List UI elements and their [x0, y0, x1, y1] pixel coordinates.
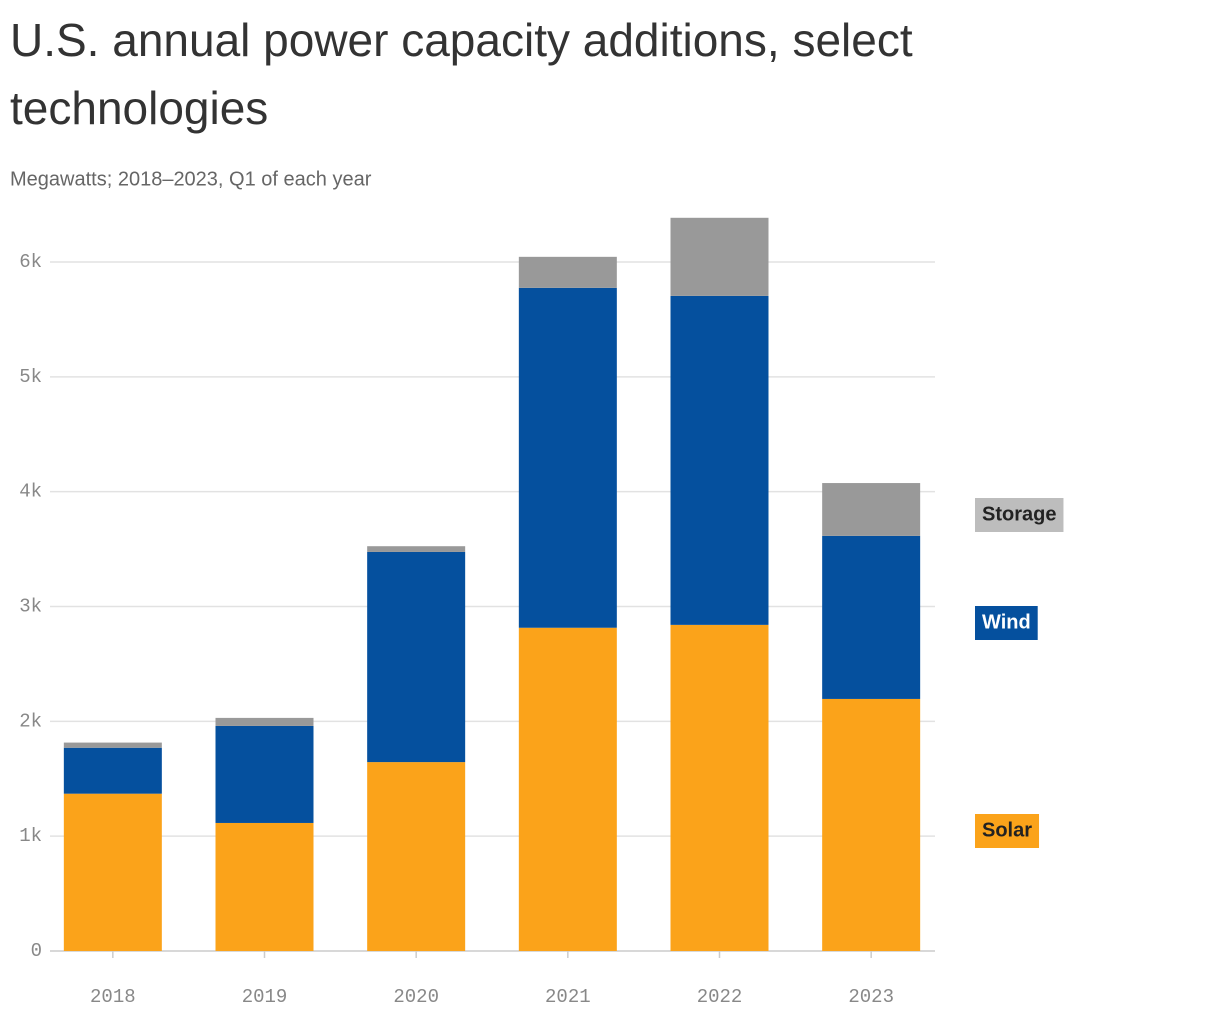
bar-segment: [518, 256, 617, 288]
legend-label: Solar: [982, 819, 1032, 841]
legend-swatch: [975, 814, 1040, 848]
bar-segment: [367, 546, 466, 552]
bar-segment: [822, 483, 921, 536]
bar-segment: [670, 624, 769, 951]
bar-segment: [822, 698, 921, 951]
x-tick-label: 2021: [545, 986, 591, 1008]
x-tick-label: 2019: [242, 986, 288, 1008]
bar-segment: [518, 627, 617, 951]
bar-segment: [63, 747, 162, 794]
x-tick-label: 2020: [393, 986, 439, 1008]
bar-segment: [367, 762, 466, 951]
legend-label: Storage: [982, 503, 1056, 525]
legend-item: Storage: [975, 498, 1064, 532]
bar-segment: [670, 217, 769, 296]
y-tick-label: 4k: [19, 481, 42, 503]
legend-item: Solar: [975, 814, 1040, 848]
bar-segment: [215, 725, 314, 823]
legend-swatch: [975, 498, 1064, 532]
legend-swatch: [975, 606, 1038, 640]
y-tick-label: 5k: [19, 366, 42, 388]
chart-title: U.S. annual power capacity additions, se…: [10, 14, 913, 134]
y-tick-label: 0: [31, 940, 42, 962]
x-tick-label: 2018: [90, 986, 136, 1008]
y-tick-label: 6k: [19, 251, 42, 273]
x-tick-label: 2022: [697, 986, 743, 1008]
bar-segment: [63, 742, 162, 748]
legend-label: Wind: [982, 611, 1031, 633]
bar-segment: [367, 551, 466, 763]
x-tick-label: 2023: [848, 986, 894, 1008]
bar-segment: [215, 717, 314, 726]
bar-segment: [215, 822, 314, 951]
y-tick-label: 2k: [19, 710, 42, 732]
bar-segment: [518, 287, 617, 628]
title-text: U.S. annual power capacity additions, se…: [10, 14, 913, 134]
chart-subtitle: Megawatts; 2018–2023, Q1 of each year: [10, 168, 372, 190]
bar-segment: [670, 295, 769, 625]
bar-segment: [822, 535, 921, 699]
bar-segment: [63, 793, 162, 951]
legend-item: Wind: [975, 606, 1038, 640]
y-tick-label: 3k: [19, 596, 42, 618]
y-tick-label: 1k: [19, 825, 42, 847]
